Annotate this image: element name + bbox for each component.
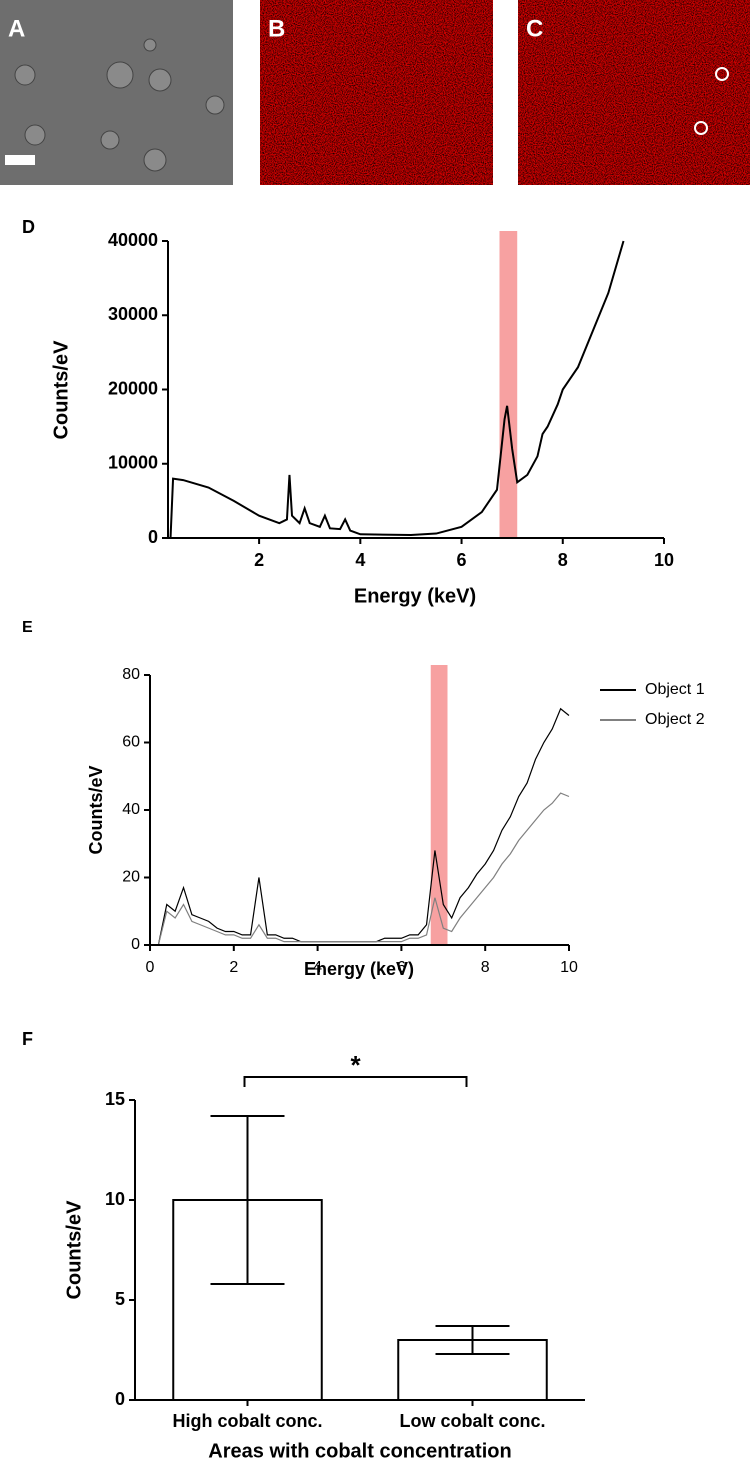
highlight-band [499, 231, 518, 538]
y-tick-label: 10000 [108, 453, 158, 473]
panel-label: E [22, 619, 33, 636]
panel-label: F [22, 1029, 33, 1049]
y-tick-label: 5 [115, 1289, 125, 1309]
x-tick-label: 0 [146, 959, 155, 976]
x-tick-label: 10 [654, 550, 674, 570]
y-tick-label: 80 [122, 666, 140, 683]
legend-label: Object 2 [645, 711, 705, 728]
panel-label: C [526, 15, 543, 42]
significance-bracket [243, 1076, 468, 1087]
x-tick-label: 4 [355, 550, 365, 570]
x-tick-label: 4 [313, 959, 322, 976]
y-tick-label: 0 [148, 527, 158, 547]
y-axis-label: Counts/eV [86, 765, 106, 854]
data-line [157, 707, 570, 946]
image-a: A [0, 0, 233, 185]
panel-label: B [268, 15, 285, 42]
y-tick-label: 60 [122, 734, 140, 751]
y-axis-label: Counts/eV [63, 1200, 85, 1300]
y-tick-label: 20000 [108, 378, 158, 398]
chart: F 0 5 10 15 High cobalt conc. Low cobalt conc.… [22, 1029, 585, 1462]
y-tick-label: 30000 [108, 304, 158, 324]
x-tick-label: 8 [558, 550, 568, 570]
x-axis-label: Energy (keV) [354, 585, 476, 607]
y-tick-label: 0 [115, 1389, 125, 1409]
x-tick-label: 2 [229, 959, 238, 976]
chart: D 0 10000 20000 30000 40000 2 4 6 8 10 Energy (keV)… [22, 217, 674, 608]
data-line [169, 240, 625, 539]
x-tick-label: 10 [560, 959, 578, 976]
data-line [157, 792, 570, 946]
x-tick-label: 2 [254, 550, 264, 570]
image-c: C [518, 0, 750, 185]
y-tick-label: 40 [122, 801, 140, 818]
x-tick-label: 8 [481, 959, 490, 976]
x-tick-label: Low cobalt conc. [399, 1411, 545, 1431]
image-b: B [260, 0, 493, 185]
panel-label: A [8, 15, 25, 42]
x-axis-label: Energy (keV) [304, 959, 414, 979]
panel-label: D [22, 217, 35, 237]
x-tick-label: High cobalt conc. [172, 1411, 322, 1431]
chart: E 0 20 40 60 80 0 2 4 6 8 10 Object 1 Object 2 Energy … [22, 619, 705, 979]
y-tick-label: 15 [105, 1089, 125, 1109]
y-tick-label: 0 [131, 936, 140, 953]
y-tick-label: 20 [122, 869, 140, 886]
significance-mark: * [350, 1050, 361, 1080]
y-axis-label: Counts/eV [50, 340, 72, 440]
x-tick-label: 6 [397, 959, 406, 976]
legend-label: Object 1 [645, 681, 705, 698]
x-tick-label: 6 [457, 550, 467, 570]
x-axis-label: Areas with cobalt concentration [208, 1440, 511, 1462]
y-tick-label: 40000 [108, 230, 158, 250]
highlight-band [430, 665, 448, 945]
y-tick-label: 10 [105, 1189, 125, 1209]
